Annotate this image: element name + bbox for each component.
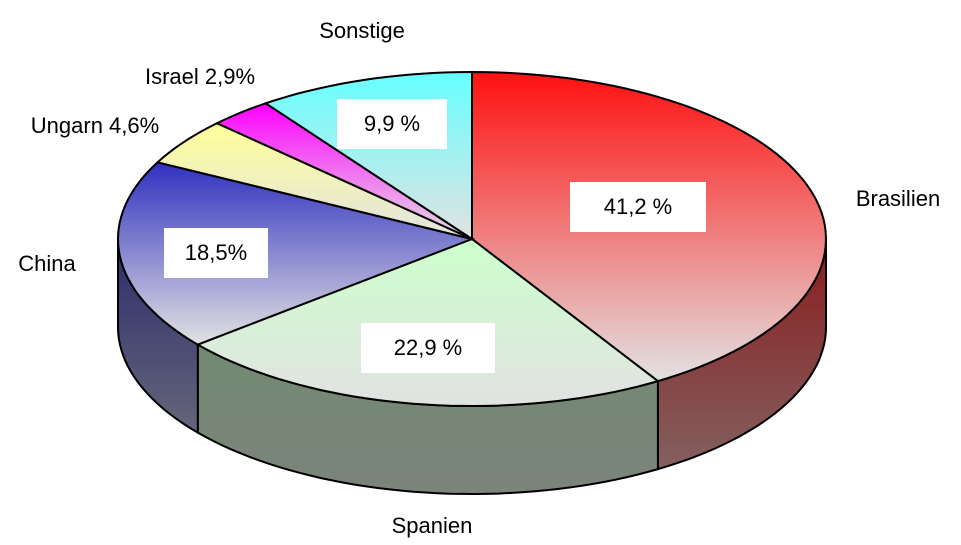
value-label: 9,9 % [364, 111, 420, 136]
value-label: 18,5% [185, 240, 247, 265]
value-label: 22,9 % [394, 335, 463, 360]
pie-slice [116, 161, 476, 346]
label-box [361, 323, 495, 373]
label-box [570, 182, 706, 232]
label-box [164, 228, 268, 278]
category-label: China [18, 251, 76, 276]
pie-slice [155, 122, 473, 240]
category-label: Brasilien [856, 186, 940, 211]
category-label: Spanien [392, 513, 473, 538]
category-label: Israel 2,9% [145, 64, 255, 89]
category-label: Ungarn 4,6% [31, 113, 159, 138]
pie-slice [195, 237, 661, 408]
pie-slice [214, 102, 473, 240]
value-label: 41,2 % [604, 194, 673, 219]
category-label: Sonstige [319, 18, 405, 43]
label-box [337, 99, 447, 149]
